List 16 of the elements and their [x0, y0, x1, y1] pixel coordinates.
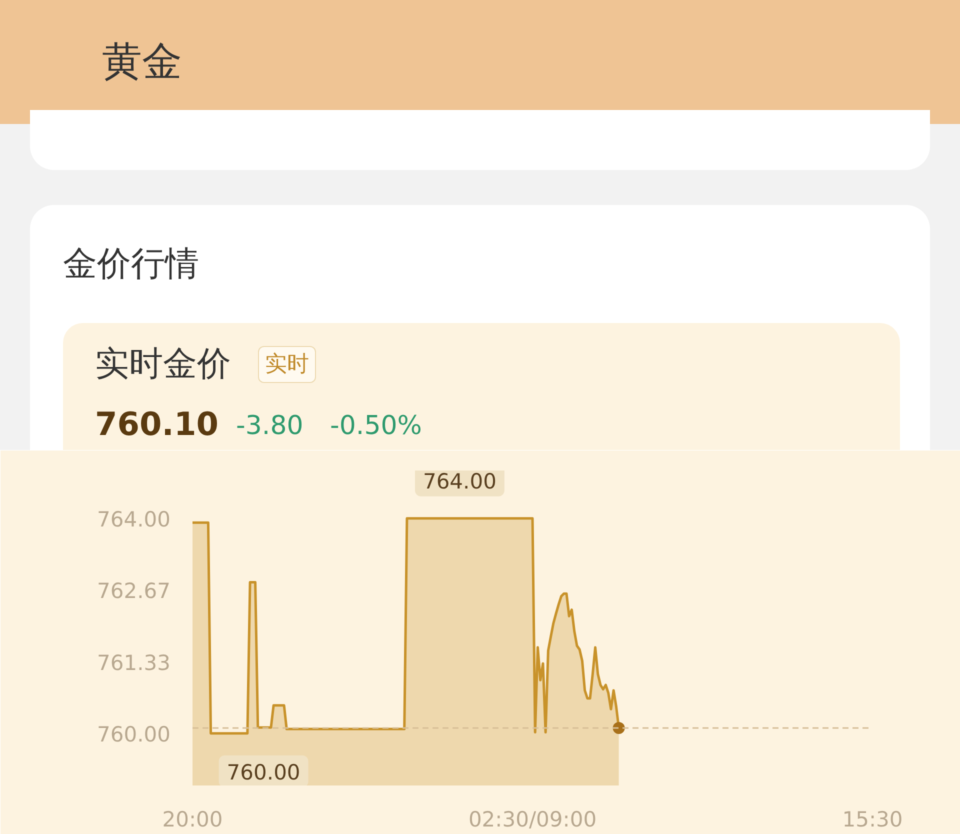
annotation: 764.00 — [422, 469, 496, 494]
y-tick-label: 764.00 — [97, 507, 171, 532]
text: -3.80 — [236, 410, 304, 443]
chart-subtitle: 金价行情 — [63, 243, 199, 286]
text: 实时 — [258, 346, 316, 384]
text: 760.10 — [95, 404, 218, 445]
y-tick-label: 761.33 — [97, 650, 171, 675]
y-tick-label: 762.67 — [97, 578, 171, 603]
text: 实时金价 — [95, 343, 231, 386]
y-tick-label: 760.00 — [97, 722, 171, 746]
x-tick-label: 15:30 — [842, 808, 903, 832]
x-tick-label: 20:00 — [162, 808, 223, 832]
x-tick-label: 02:30/09:00 — [468, 808, 597, 832]
text: -0.50% — [330, 410, 422, 443]
annotation: 760.00 — [226, 760, 300, 784]
chart-title: 黄金 — [102, 38, 182, 87]
